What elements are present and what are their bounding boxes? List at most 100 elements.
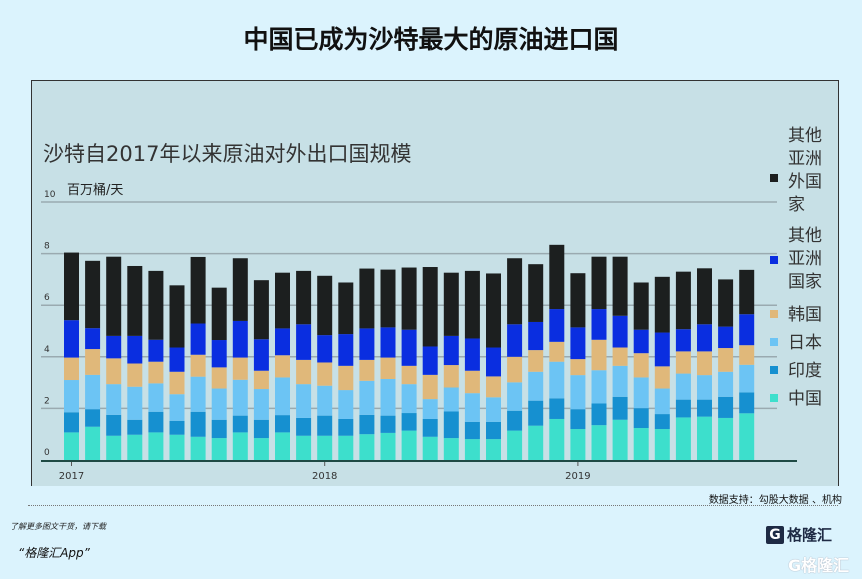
bar-segment-3 <box>317 362 333 386</box>
bar-segment-1 <box>359 414 375 435</box>
bar-segment-2 <box>464 393 480 422</box>
legend-label-line: 其他 <box>788 126 822 146</box>
bar-segment-0 <box>232 432 248 460</box>
bar-segment-3 <box>486 376 501 398</box>
y-axis-unit-label: 百万桶/天 <box>67 183 123 198</box>
bar-segment-2 <box>401 384 417 414</box>
legend-label-line: 亚洲 <box>788 249 822 269</box>
legend-swatch <box>770 394 778 402</box>
bar-segment-1 <box>232 415 248 433</box>
bar-segment-2 <box>296 384 312 418</box>
bar-segment-3 <box>591 339 607 371</box>
bar-segment-1 <box>507 410 523 431</box>
bar-segment-3 <box>64 357 79 381</box>
bar-segment-4 <box>253 339 269 371</box>
bar-segment-2 <box>359 380 375 415</box>
bar-segment-5 <box>211 287 227 341</box>
bar-segment-4 <box>633 329 649 354</box>
bar-segment-2 <box>211 388 227 420</box>
bar-segment-0 <box>612 419 628 460</box>
bar-segment-0 <box>359 434 375 460</box>
bar-segment-2 <box>64 380 79 413</box>
bar-segment-5 <box>359 268 375 329</box>
bar-segment-1 <box>718 396 734 418</box>
bar-segment-2 <box>106 384 122 415</box>
bar-segment-5 <box>718 279 734 327</box>
bar-segment-4 <box>612 315 628 348</box>
bar-segment-4 <box>232 320 248 358</box>
legend-swatch <box>770 338 778 346</box>
bar-segment-0 <box>275 432 290 460</box>
bar-segment-3 <box>338 365 354 391</box>
bar-segment-0 <box>486 439 501 460</box>
bar-segment-5 <box>232 258 248 321</box>
bar-segment-4 <box>338 334 354 366</box>
bar-segment-4 <box>718 326 734 349</box>
bar-segment-1 <box>654 414 670 430</box>
bar-segment-5 <box>275 272 290 329</box>
chart-title: 沙特自2017年以来原油对外出口国规模 <box>43 142 411 166</box>
bar-segment-0 <box>85 426 101 460</box>
bar-segment-0 <box>422 436 438 460</box>
bar-segment-4 <box>507 324 523 357</box>
bar-segment-4 <box>654 332 670 367</box>
bar-segment-0 <box>464 439 480 460</box>
bar-segment-2 <box>570 375 586 410</box>
bar-segment-4 <box>211 340 227 368</box>
legend-label: 印度 <box>788 361 822 381</box>
bar-segment-0 <box>296 435 312 460</box>
bar-segment-1 <box>106 414 122 436</box>
bar-segment-4 <box>422 346 438 375</box>
bar-segment-0 <box>127 434 143 460</box>
bar-segment-3 <box>190 354 206 377</box>
bar-segment-1 <box>64 412 79 433</box>
promo-app-name[interactable]: “格隆汇App” <box>18 546 90 560</box>
bar-segment-4 <box>549 309 565 342</box>
bar-segment-5 <box>507 258 523 325</box>
bar-segment-1 <box>486 421 501 440</box>
bar-segment-3 <box>654 366 670 389</box>
bar-segment-4 <box>443 335 459 366</box>
bar-segment-5 <box>612 256 628 316</box>
legend-swatch <box>770 256 778 264</box>
logo-text: 格隆汇 <box>787 526 833 544</box>
bar-segment-2 <box>591 370 607 404</box>
bar-segment-5 <box>85 260 101 329</box>
bar-segment-0 <box>190 436 206 460</box>
bar-segment-2 <box>507 382 523 411</box>
bar-segment-1 <box>253 419 269 439</box>
bar-segment-3 <box>275 355 290 378</box>
bar-segment-5 <box>317 275 333 336</box>
bar-segment-1 <box>296 417 312 436</box>
y-tick-label: 8 <box>44 242 50 252</box>
bar-segment-5 <box>464 270 480 339</box>
bar-segment-2 <box>612 365 628 397</box>
bar-segment-1 <box>275 415 290 433</box>
divider <box>28 505 838 506</box>
bar-segment-2 <box>253 389 269 420</box>
bar-segment-3 <box>612 347 628 366</box>
stacked-bar-chart: 沙特自2017年以来原油对外出口国规模 百万桶/天 0 2 4 6 8 10 2017 20… <box>41 126 822 482</box>
bar-segment-5 <box>190 256 206 324</box>
bar-segment-5 <box>169 285 185 348</box>
bar-segment-4 <box>739 314 755 346</box>
bar-segment-3 <box>253 370 269 390</box>
bar-segment-0 <box>169 434 185 460</box>
chart-panel: 沙特自2017年以来原油对外出口国规模 百万桶/天 0 2 4 6 8 10 2017 20… <box>31 80 839 486</box>
bar-segment-3 <box>697 351 712 376</box>
bar-segment-3 <box>549 341 565 362</box>
bar-segment-3 <box>401 365 417 385</box>
legend-label-line: 外国 <box>788 172 822 192</box>
bar-segment-5 <box>127 265 143 336</box>
bar-segment-4 <box>486 347 501 377</box>
bar-segment-5 <box>549 244 565 310</box>
bar-segment-0 <box>591 425 607 460</box>
bar-segment-5 <box>570 273 586 328</box>
bar-segment-3 <box>528 350 544 372</box>
bar-segment-0 <box>253 438 269 460</box>
bar-segment-1 <box>612 396 628 420</box>
bar-segment-2 <box>148 383 164 412</box>
watermark-logo: G格隆汇 <box>788 556 850 575</box>
bar-segment-4 <box>296 324 312 360</box>
bar-segment-5 <box>591 256 607 310</box>
